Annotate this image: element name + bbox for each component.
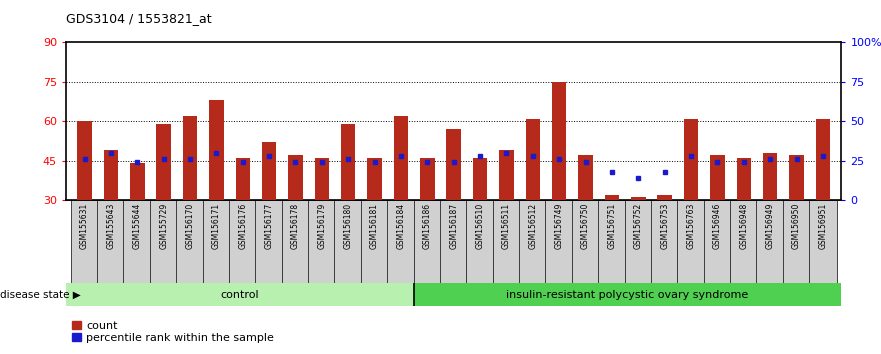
Text: GSM156170: GSM156170 [186, 202, 195, 249]
Bar [123, 200, 151, 283]
Text: GDS3104 / 1553821_at: GDS3104 / 1553821_at [66, 12, 211, 25]
Bar [763, 153, 777, 200]
Bar [387, 200, 415, 283]
Bar [466, 200, 494, 283]
Bar [519, 200, 546, 283]
Text: GSM156949: GSM156949 [766, 202, 774, 249]
Text: GSM156186: GSM156186 [423, 202, 432, 249]
Text: GSM156946: GSM156946 [713, 202, 722, 249]
Bar [492, 200, 521, 283]
Bar [255, 200, 283, 283]
Bar [757, 200, 784, 283]
Text: GSM155729: GSM155729 [159, 202, 168, 249]
Bar [710, 155, 725, 200]
Bar [447, 129, 461, 200]
Bar [78, 121, 92, 200]
Text: GSM155644: GSM155644 [133, 202, 142, 249]
Text: GSM156512: GSM156512 [529, 202, 537, 249]
Bar [413, 283, 841, 306]
Text: GSM156179: GSM156179 [317, 202, 326, 249]
Bar [308, 200, 336, 283]
Text: GSM156951: GSM156951 [818, 202, 827, 249]
Bar [500, 150, 514, 200]
Text: GSM156511: GSM156511 [502, 202, 511, 249]
Text: GSM156180: GSM156180 [344, 202, 352, 249]
Bar [526, 119, 540, 200]
Bar [704, 200, 731, 283]
Text: GSM156752: GSM156752 [633, 202, 643, 249]
Text: GSM156950: GSM156950 [792, 202, 801, 249]
Bar [737, 158, 751, 200]
Bar [572, 200, 599, 283]
Bar [335, 200, 362, 283]
Text: GSM156178: GSM156178 [291, 202, 300, 249]
Bar [182, 116, 197, 200]
Text: GSM156176: GSM156176 [238, 202, 248, 249]
Bar [341, 124, 356, 200]
Text: GSM155643: GSM155643 [107, 202, 115, 249]
Bar [282, 200, 309, 283]
Bar [657, 195, 672, 200]
Bar [394, 116, 408, 200]
Bar [262, 142, 277, 200]
Bar [631, 198, 646, 200]
Bar [782, 200, 811, 283]
Bar [209, 100, 224, 200]
Bar [604, 195, 619, 200]
Bar [70, 200, 99, 283]
Bar [203, 200, 230, 283]
Bar [315, 158, 329, 200]
Bar [420, 158, 434, 200]
Text: GSM156171: GSM156171 [212, 202, 221, 249]
Bar [545, 200, 573, 283]
Text: GSM156751: GSM156751 [607, 202, 617, 249]
Text: GSM156510: GSM156510 [476, 202, 485, 249]
Bar [157, 124, 171, 200]
Bar [229, 200, 256, 283]
Text: GSM156184: GSM156184 [396, 202, 405, 249]
Text: GSM156187: GSM156187 [449, 202, 458, 249]
Bar [97, 200, 125, 283]
Text: GSM156181: GSM156181 [370, 202, 379, 249]
Bar [176, 200, 204, 283]
Bar [816, 119, 830, 200]
Text: GSM155631: GSM155631 [80, 202, 89, 249]
Legend: count, percentile rank within the sample: count, percentile rank within the sample [71, 321, 274, 343]
Bar [413, 200, 441, 283]
Bar [598, 200, 626, 283]
Bar [625, 200, 652, 283]
Bar [361, 200, 389, 283]
Bar [809, 200, 837, 283]
Bar [66, 283, 413, 306]
Bar [684, 119, 699, 200]
Text: disease state ▶: disease state ▶ [0, 290, 81, 300]
Text: GSM156948: GSM156948 [739, 202, 748, 249]
Bar [440, 200, 468, 283]
Bar [730, 200, 758, 283]
Text: insulin-resistant polycystic ovary syndrome: insulin-resistant polycystic ovary syndr… [507, 290, 749, 300]
Text: GSM156749: GSM156749 [555, 202, 564, 249]
Bar [552, 82, 566, 200]
Bar [367, 158, 381, 200]
Bar [473, 158, 487, 200]
Bar [288, 155, 303, 200]
Text: GSM156763: GSM156763 [686, 202, 695, 249]
Bar [104, 150, 118, 200]
Text: GSM156750: GSM156750 [581, 202, 590, 249]
Bar [651, 200, 678, 283]
Bar [578, 155, 593, 200]
Text: GSM156753: GSM156753 [660, 202, 670, 249]
Text: control: control [220, 290, 259, 300]
Text: GSM156177: GSM156177 [264, 202, 274, 249]
Bar [150, 200, 177, 283]
Bar [130, 163, 144, 200]
Bar [235, 158, 250, 200]
Bar [677, 200, 705, 283]
Bar [789, 155, 803, 200]
